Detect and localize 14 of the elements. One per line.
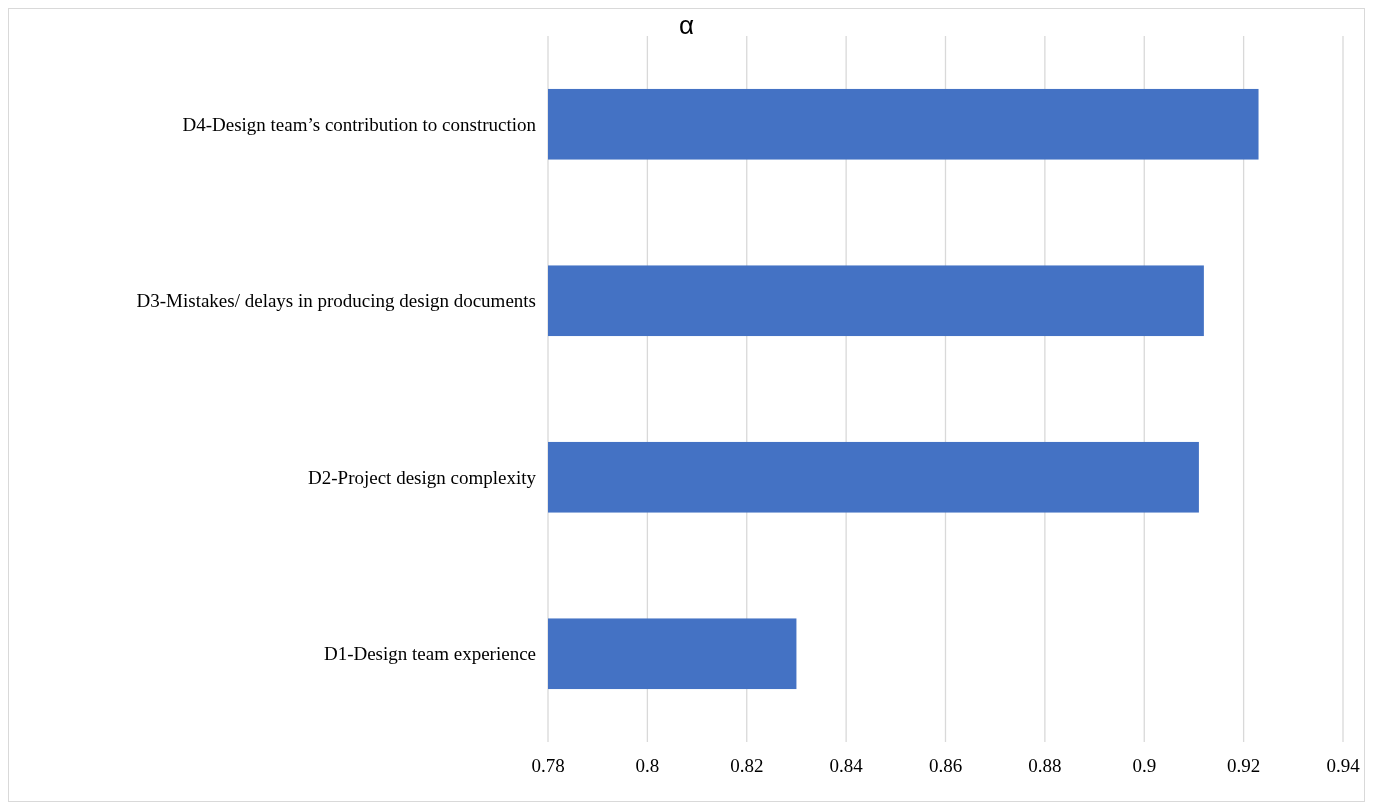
y-tick-label: D1-Design team experience: [323, 643, 536, 665]
x-tick-label: 0.92: [1227, 755, 1261, 776]
y-tick-label: D2-Project design complexity: [308, 466, 537, 488]
x-tick-label: 0.94: [1326, 755, 1361, 776]
x-tick-label: 0.78: [531, 755, 565, 776]
y-tick-label: D4-Design team’s contribution to construction: [182, 113, 537, 135]
x-tick-label: 0.84: [829, 755, 864, 776]
x-tick-label: 0.88: [1028, 755, 1062, 776]
chart-title: α: [678, 10, 695, 40]
x-tick-label: 0.8: [635, 755, 660, 776]
y-tick-label: D3-Mistakes/ delays in producing design documents: [136, 290, 536, 312]
x-tick-label: 0.86: [928, 755, 963, 776]
x-tick-label: 0.82: [730, 755, 764, 776]
x-tick-label: 0.9: [1132, 755, 1157, 776]
